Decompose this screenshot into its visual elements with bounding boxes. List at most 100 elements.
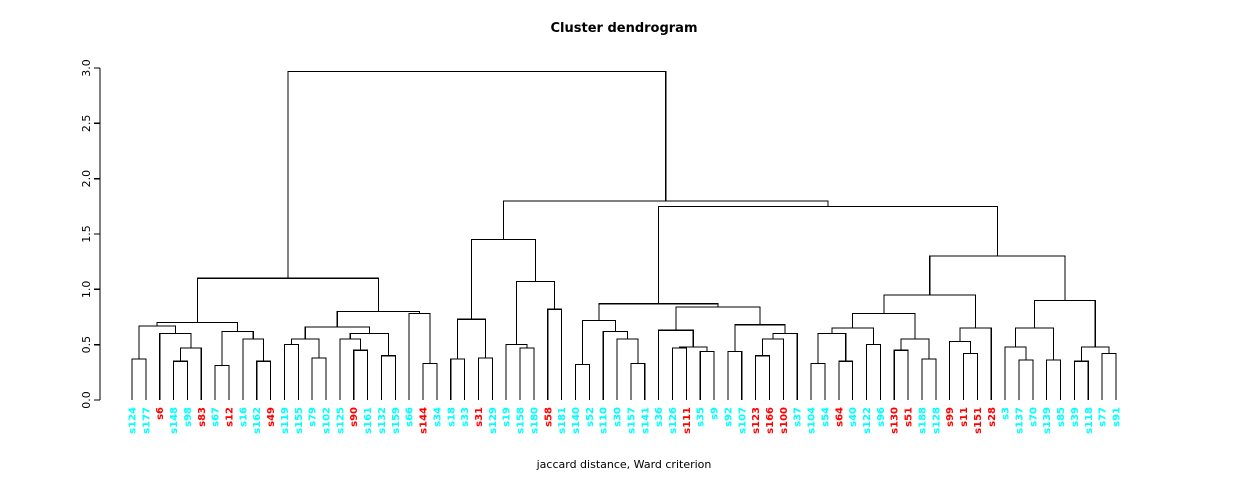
leaf-label: s40	[848, 407, 859, 427]
leaf-label: s39	[1070, 407, 1081, 427]
leaf-label: s64	[834, 407, 845, 427]
leaf-label: s162	[252, 407, 263, 434]
leaf-label: s49	[266, 407, 277, 427]
dendrogram-link	[477, 357, 493, 400]
leaf-label: s158	[516, 407, 527, 434]
y-tick-label: 2.5	[80, 115, 93, 133]
dendrogram-link	[658, 329, 694, 400]
dendrogram-link	[581, 319, 616, 365]
leaf-label: s107	[737, 407, 748, 434]
leaf-label: s37	[793, 407, 804, 427]
leaf-label: s30	[613, 407, 624, 427]
leaf-label: s177	[141, 407, 152, 434]
leaf-label: s83	[197, 407, 208, 427]
leaf-label: s125	[335, 407, 346, 434]
dendrogram-link	[287, 70, 667, 279]
dendrogram-link	[734, 324, 786, 352]
chart-title: Cluster dendrogram	[550, 21, 698, 36]
dendrogram-link	[519, 347, 535, 400]
dendrogram-link	[883, 294, 977, 329]
dendrogram-link	[457, 318, 486, 360]
dendrogram-link	[962, 352, 978, 400]
dendrogram-link	[900, 338, 930, 360]
leaf-label: s166	[765, 407, 776, 434]
leaf-label: s9	[710, 407, 721, 420]
dendrogram-link	[138, 325, 176, 360]
leaf-label: s96	[876, 407, 887, 427]
leaf-label: s123	[751, 407, 762, 434]
dendrogram-link	[242, 338, 265, 400]
dendrogram-link	[755, 355, 771, 400]
leaf-label: s31	[474, 407, 485, 427]
y-tick-label: 0.5	[80, 336, 93, 354]
dendrogram-link	[1014, 327, 1055, 361]
leaf-label: s161	[363, 407, 374, 434]
dendrogram-link	[505, 344, 528, 400]
dendrogram-link	[671, 347, 687, 400]
dendrogram-link	[290, 338, 320, 358]
dendrogram-link	[283, 344, 299, 400]
dendrogram-link	[380, 355, 396, 400]
leaf-label: s128	[931, 407, 942, 434]
leaf-label: s110	[599, 407, 610, 434]
axis-caption: jaccard distance, Ward criterion	[536, 458, 712, 471]
dendrogram-link	[156, 321, 239, 332]
dendrogram-link	[1080, 346, 1110, 362]
dendrogram-link	[921, 358, 937, 400]
leaf-label: s118	[1084, 407, 1095, 434]
dendrogram-link	[349, 333, 389, 356]
leaf-label: s54	[820, 407, 831, 427]
dendrogram-link	[630, 362, 646, 400]
dendrogram-link	[179, 347, 202, 400]
leaf-label: s151	[973, 407, 984, 434]
leaf-label: s188	[917, 407, 928, 434]
leaf-label: s111	[682, 407, 693, 434]
dendrogram-link	[159, 333, 192, 400]
dendrogram-link	[959, 327, 992, 400]
leaf-label: s159	[391, 407, 402, 434]
dendrogram-link	[1101, 352, 1117, 400]
dendrogram-link	[727, 350, 743, 400]
dendrogram-link	[574, 364, 590, 400]
leaf-label: s34	[432, 407, 443, 427]
leaf-label: s181	[557, 407, 568, 434]
leaf-label: s119	[280, 407, 291, 434]
leaf-label: s85	[1056, 407, 1067, 427]
dendrogram-link	[1018, 359, 1034, 400]
leaf-label: s155	[294, 407, 305, 434]
leaf-label: s58	[543, 407, 554, 427]
dendrogram-link	[1004, 346, 1027, 400]
dendrogram-link	[131, 358, 147, 400]
dendrogram-link	[547, 308, 563, 400]
leaf-label: s66	[405, 407, 416, 427]
dendrogram-link	[422, 362, 438, 400]
leaf-label: s16	[238, 407, 249, 427]
leaf-label: s33	[460, 407, 471, 427]
dendrogram-link	[893, 349, 909, 400]
leaf-label: s157	[626, 407, 637, 434]
dendrogram-link	[516, 281, 556, 345]
leaf-label: s140	[571, 407, 582, 434]
dendrogram-link	[772, 333, 798, 400]
dendrogram-link	[657, 205, 998, 304]
leaf-label: s91	[1111, 407, 1122, 427]
dendrogram-link	[929, 255, 1066, 301]
dendrogram-link	[450, 358, 466, 400]
dendrogram-link	[831, 327, 875, 345]
dendrogram-link	[699, 350, 715, 400]
leaf-label: s139	[1042, 407, 1053, 434]
leaf-label: s130	[890, 407, 901, 434]
leaf-label: s79	[308, 407, 319, 427]
leaf-label: s132	[377, 407, 388, 434]
leaf-label: s35	[696, 407, 707, 427]
dendrogram-link	[949, 340, 972, 400]
dendrogram-link	[838, 360, 854, 400]
dendrogram-link	[196, 277, 379, 323]
leaf-label: s36	[654, 407, 665, 427]
y-tick-label: 0.0	[80, 391, 93, 409]
leaf-label: s6	[155, 407, 166, 420]
leaf-label: s137	[1014, 407, 1025, 434]
leaf-label: s18	[446, 407, 457, 427]
